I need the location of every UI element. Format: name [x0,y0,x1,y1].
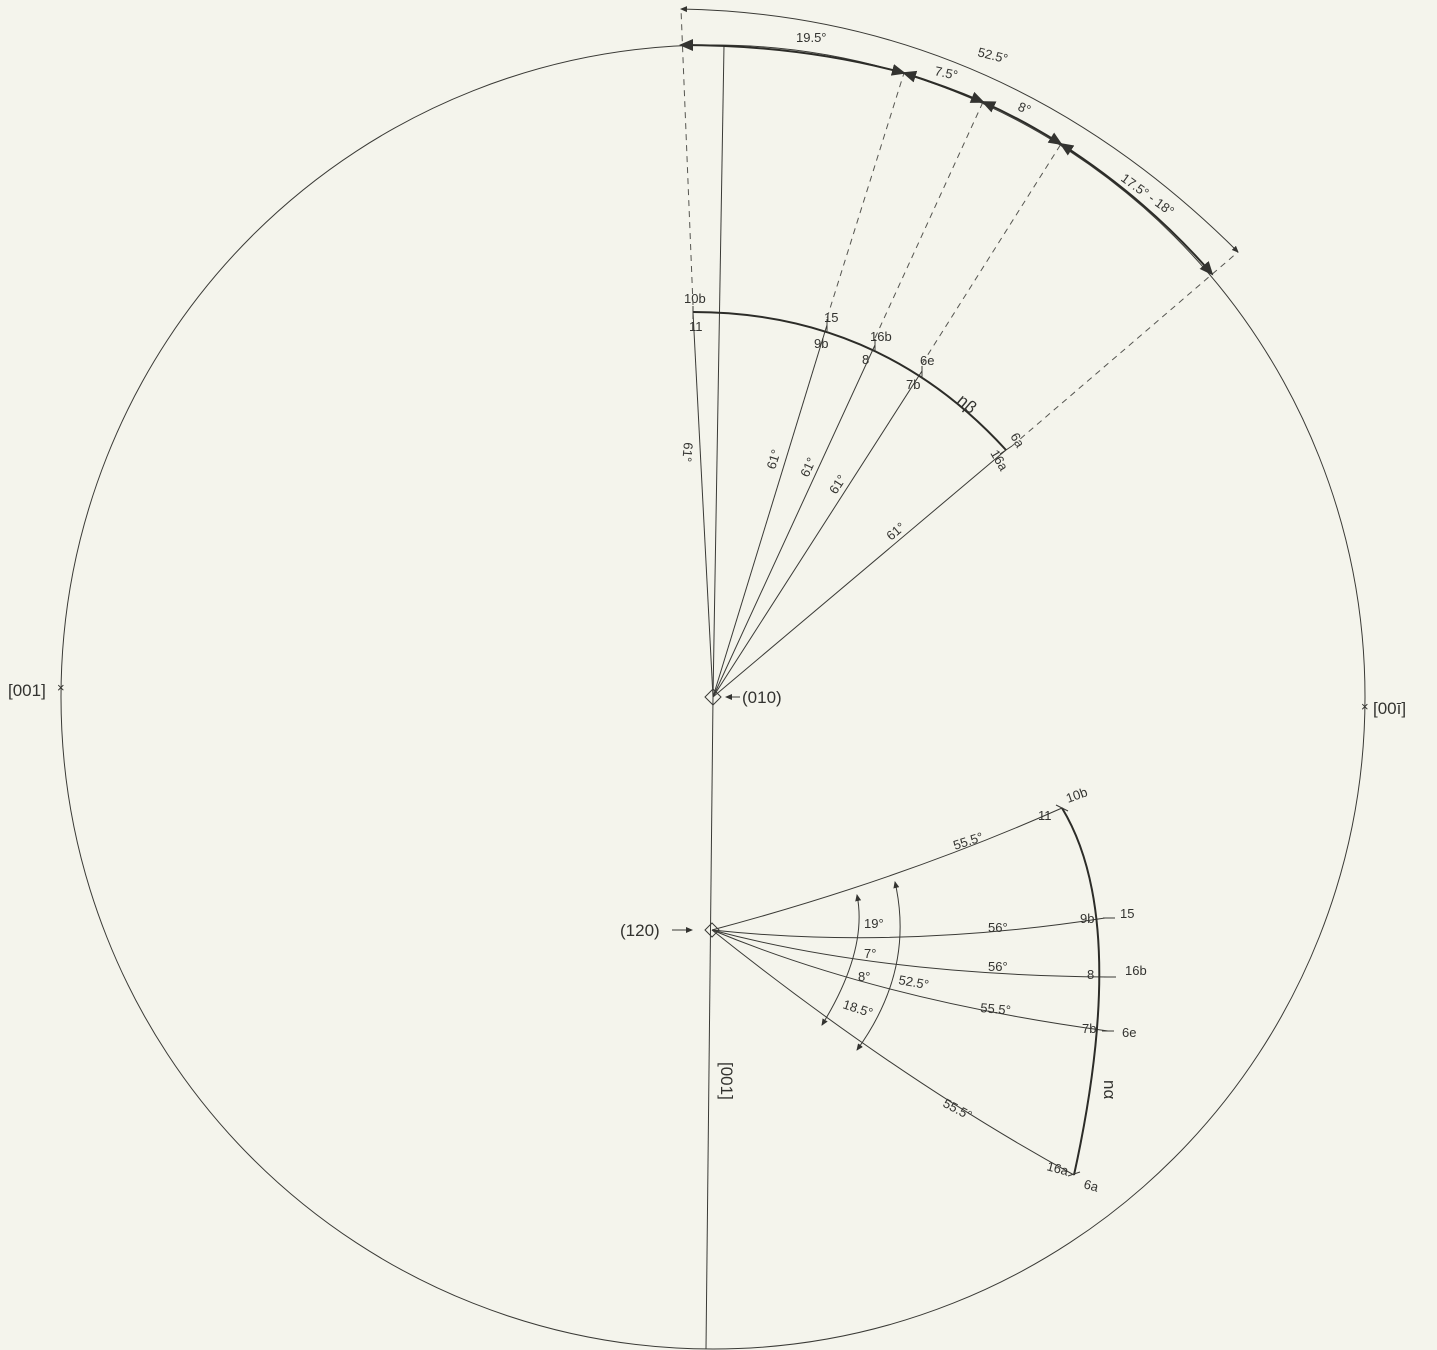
upper-fan: 10b 11 15 9b 16b 8 6e 7b 6a 16a nβ 61° 6… [679,291,1028,698]
arc-tick [1067,1171,1081,1177]
upper-ray [692,311,714,698]
specimen-label: 16a [987,447,1011,474]
top-segment-arc [679,39,906,76]
pole-120-label: (120) [620,921,660,940]
ray-angle-label: 55.5° [941,1095,975,1123]
angle-label: 61° [764,448,784,471]
top-arc-group: 19.5° 7.5° 8° 17.5° - 18° 52.5° [679,6,1239,276]
axis-bottom-label: [001] [717,1062,736,1100]
lower-ray [711,807,1063,931]
lower-ray [711,917,1106,939]
specimen-label: 7b [1082,1021,1096,1036]
ray-angle-label: 56° [988,959,1008,974]
ray-angle-label: 55.5° [980,1000,1012,1018]
top-segment-label: 7.5° [933,63,959,83]
axis-left-marker: × [57,680,65,695]
ray-angle-label: 56° [988,920,1008,935]
specimen-label: 16b [1125,963,1147,978]
angle-label: 61° [797,455,819,479]
dashed-projection [1011,251,1239,447]
n-alpha-arc [1061,807,1101,1176]
specimen-label: 7b [906,377,920,392]
n-alpha-label: nα [1100,1080,1119,1099]
angle-label: 61° [679,442,696,463]
meridian-line-lower [705,696,714,1350]
dashed-projection [826,72,905,319]
top-total-label: 52.5° [976,44,1009,66]
inner-angle-label: 8° [858,969,870,984]
ray-angle-label: 55.5° [951,829,985,853]
inner-angle-label: 7° [864,946,876,961]
axis-right-marker: × [1361,699,1369,714]
upper-ray [712,370,923,698]
specimen-label: 8 [862,352,869,367]
dashed-projection [874,101,984,339]
axis-left-label: [001] [8,681,46,700]
angle-label: 61° [826,472,849,497]
upper-ray [712,344,876,698]
top-segment-label: 8° [1016,99,1033,118]
dashed-projection [680,8,694,306]
arc-tick [1055,804,1069,812]
pole-010-label: (010) [742,688,782,707]
specimen-label: 11 [1038,808,1052,823]
top-segment-arc [1059,142,1214,276]
upper-ray [712,449,1007,698]
outer-angle-arc [856,881,901,1051]
lower-fan: 11 10b 9b 15 8 16b 7b 6e 16a 6a nα 55.5°… [711,784,1147,1195]
projection-lines [680,8,1239,447]
inner-angle-label: 19° [864,916,884,931]
upper-ray [712,324,828,698]
specimen-label: 6e [920,353,934,368]
specimen-label: 8 [1087,967,1094,982]
specimen-label: 15 [1120,906,1134,921]
specimen-label: 6a [1082,1176,1101,1194]
lower-ray [711,929,1075,1176]
arc-tick [999,445,1013,455]
specimen-label: 6e [1122,1025,1136,1040]
pole-120-marker [704,922,720,938]
top-segment-arc [902,70,985,103]
specimen-label: 10b [1064,784,1090,806]
specimen-label: 15 [824,310,838,325]
specimen-label: 10b [684,291,706,306]
specimen-label: 16a [1045,1158,1071,1178]
axis-right-label: [00ī] [1373,699,1406,718]
top-segment-arc [981,101,1063,146]
pole-010-marker [704,688,722,706]
inner-angle-label: 18.5° [841,997,875,1021]
top-segment-label: 19.5° [796,30,827,45]
specimen-label: 16b [870,329,892,344]
n-beta-label: nβ [953,391,980,418]
angle-label: 61° [883,519,908,543]
specimen-label: 11 [689,319,703,334]
specimen-label: 9b [1080,911,1094,926]
meridian-line [712,44,725,698]
outer-angle-label: 52.5° [897,972,930,992]
dashed-projection [921,143,1062,365]
n-beta-arc [692,311,1007,451]
specimen-label: 9b [814,336,828,351]
